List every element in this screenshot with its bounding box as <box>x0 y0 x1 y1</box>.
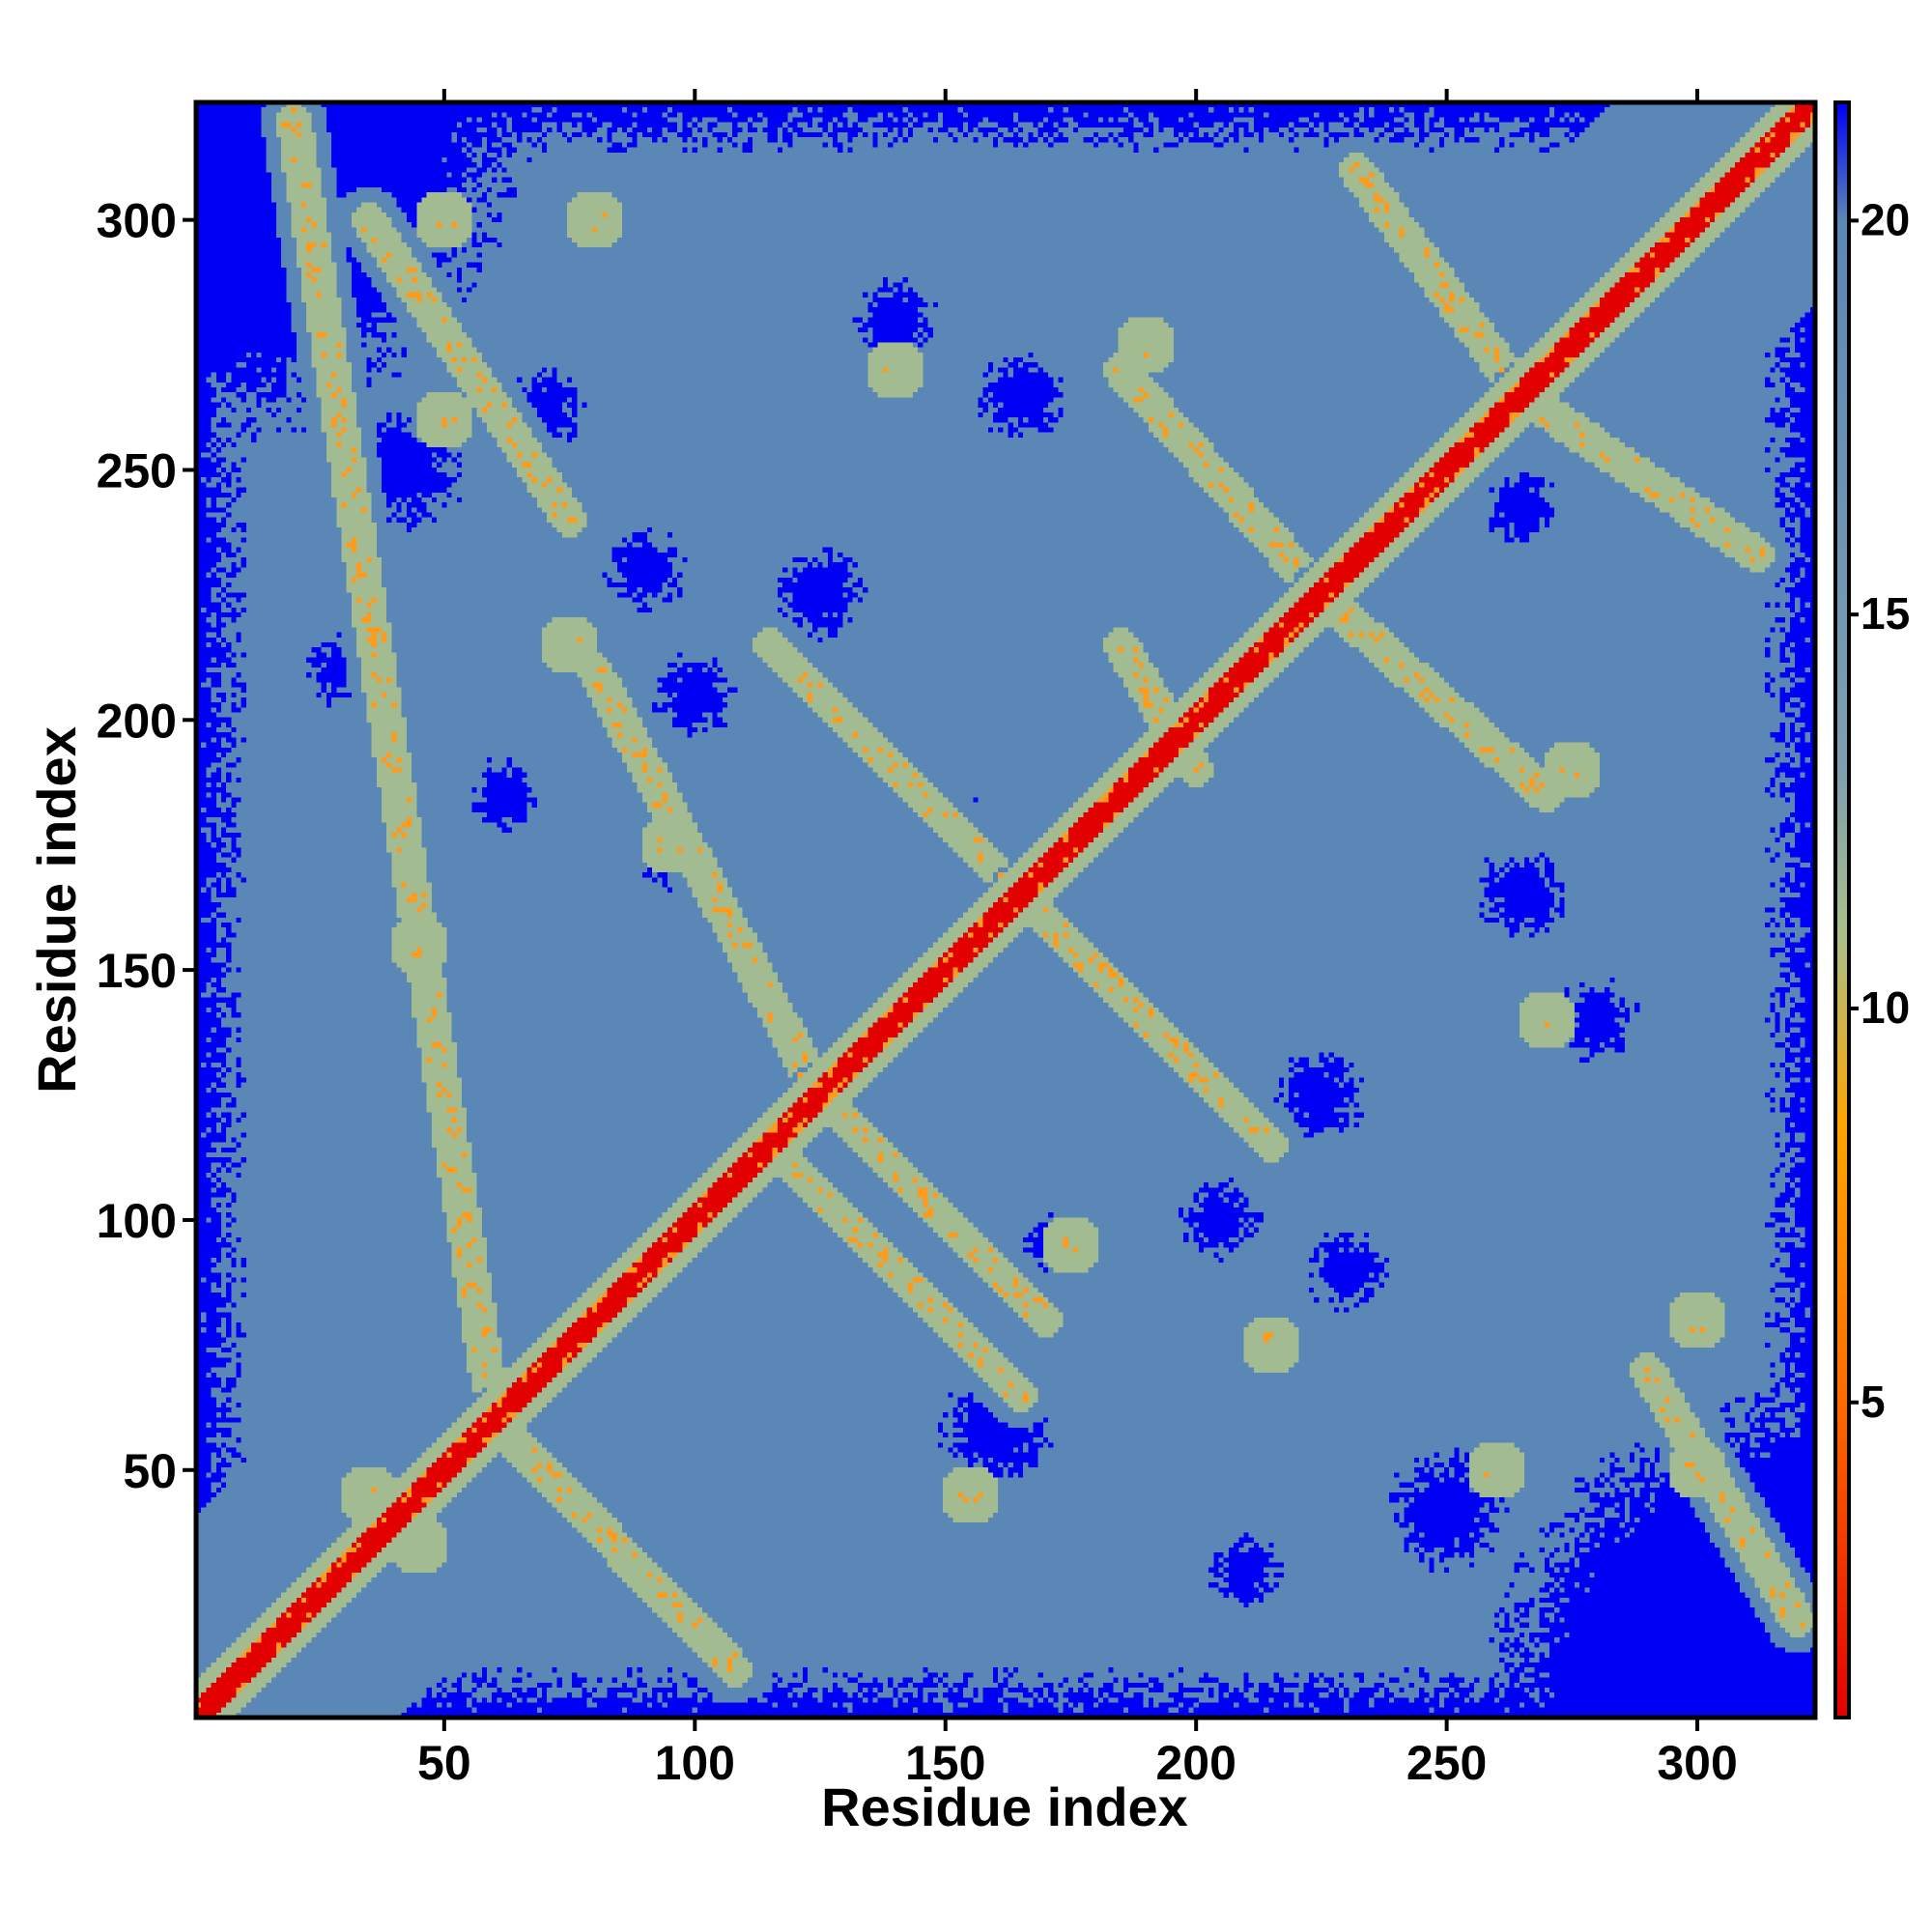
heatmap-image <box>196 102 1815 1718</box>
x-axis: 50 100 150 200 250 300 <box>417 89 1738 1790</box>
y-tick-label: 50 <box>123 1444 177 1498</box>
y-tick-label: 100 <box>97 1194 177 1248</box>
colorbar-tick-label: 15 <box>1861 588 1910 639</box>
plot-frame <box>193 99 1818 1720</box>
y-tick-label: 250 <box>97 443 177 497</box>
x-tick-label: 300 <box>1657 1736 1737 1790</box>
x-tick-label: 250 <box>1406 1736 1487 1790</box>
colorbar <box>1833 100 1851 1719</box>
colorbar-tick-label: 20 <box>1861 194 1910 244</box>
x-tick-label: 50 <box>417 1736 471 1790</box>
colorbar-tick-label: 10 <box>1861 982 1910 1033</box>
x-tick-label: 100 <box>655 1736 735 1790</box>
x-axis-title: Residue index <box>821 1776 1188 1837</box>
y-tick-label: 300 <box>97 194 177 248</box>
x-tick-label: 150 <box>905 1736 985 1790</box>
colorbar-tick-label: 5 <box>1861 1377 1886 1427</box>
colorbar-ticks: 5 10 15 20 <box>1849 194 1910 1427</box>
y-tick-label: 200 <box>97 694 177 748</box>
y-axis-title: Residue index <box>26 726 87 1094</box>
y-axis: 50 100 150 200 250 300 <box>97 194 196 1498</box>
heatmap-cells <box>196 102 1815 1718</box>
x-tick-label: 200 <box>1155 1736 1236 1790</box>
y-tick-label: 150 <box>97 944 177 998</box>
